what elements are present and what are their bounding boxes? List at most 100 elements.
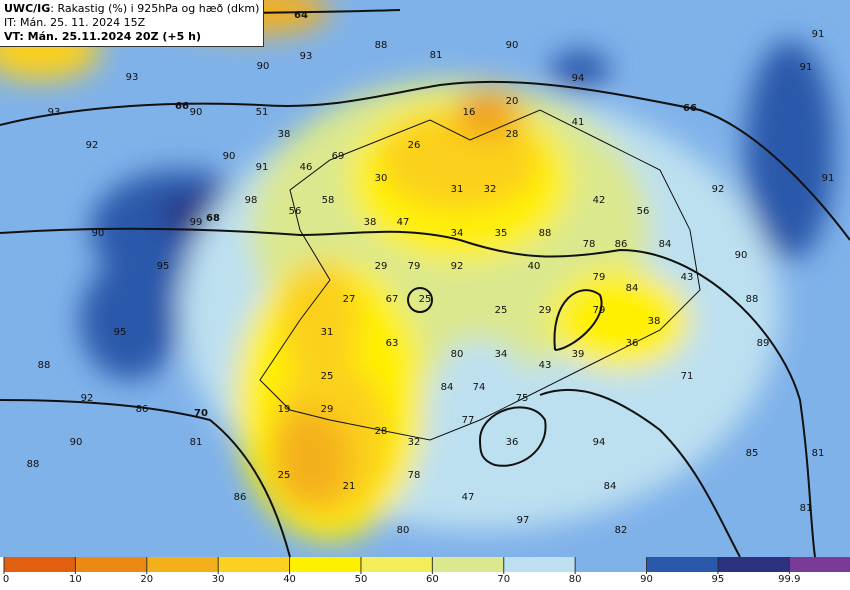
humidity-label: 26 — [408, 140, 421, 151]
humidity-label: 95 — [157, 261, 170, 272]
humidity-label: 81 — [800, 503, 813, 514]
humidity-label: 88 — [375, 40, 388, 51]
humidity-label: 91 — [256, 162, 269, 173]
humidity-label: 79 — [593, 305, 606, 316]
humidity-label: 90 — [92, 228, 105, 239]
contour-label: 64 — [294, 10, 308, 21]
humidity-label: 81 — [430, 50, 443, 61]
humidity-label: 30 — [375, 173, 388, 184]
humidity-label: 78 — [583, 239, 596, 250]
humidity-label: 84 — [626, 283, 639, 294]
humidity-label: 88 — [746, 294, 759, 305]
humidity-label: 41 — [572, 117, 585, 128]
colorbar-tick-label: 90 — [640, 574, 653, 585]
humidity-label: 36 — [506, 437, 519, 448]
humidity-label: 93 — [48, 107, 61, 118]
humidity-label: 28 — [375, 426, 388, 437]
humidity-label: 92 — [712, 184, 725, 195]
humidity-label: 51 — [256, 107, 269, 118]
humidity-label: 32 — [484, 184, 497, 195]
colorbar-tick-label: 50 — [355, 574, 368, 585]
colorbar-segment — [432, 557, 504, 572]
humidity-label: 35 — [495, 228, 508, 239]
humidity-label: 19 — [278, 404, 291, 415]
humidity-label: 38 — [278, 129, 291, 140]
humidity-label: 28 — [506, 129, 519, 140]
humidity-label: 27 — [343, 294, 356, 305]
humidity-label: 43 — [681, 272, 694, 283]
colorbar-segment — [75, 557, 147, 572]
humidity-label: 25 — [495, 305, 508, 316]
coastline — [259, 109, 701, 441]
humidity-label: 97 — [517, 515, 530, 526]
humidity-label: 94 — [593, 437, 606, 448]
model: UWC/IG — [4, 2, 51, 15]
colorbar-segment — [503, 557, 576, 572]
colorbar-segment — [575, 557, 647, 572]
humidity-label: 91 — [812, 29, 825, 40]
humidity-label: 69 — [332, 151, 345, 162]
colorbar-tick-label: 0 — [3, 574, 9, 585]
colorbar-segment — [289, 557, 361, 572]
header: UWC/IG: Rakastig (%) i 925hPa og hæð (dk… — [0, 0, 265, 47]
humidity-label: 40 — [528, 261, 541, 272]
humidity-label: 39 — [572, 349, 585, 360]
humidity-label: 98 — [245, 195, 258, 206]
humidity-label: 25 — [278, 470, 291, 481]
humidity-label: 42 — [593, 195, 606, 206]
humidity-label: 71 — [681, 371, 694, 382]
humidity-label: 88 — [38, 360, 51, 371]
labels: 64 66 66 68 70 88 81 90 91 90 93 94 91 93 90 51 20 16 41 93… — [27, 10, 835, 536]
humidity-label: 29 — [539, 305, 552, 316]
humidity-label: 89 — [757, 338, 770, 349]
colorbar-segment — [4, 557, 76, 572]
contour-label: 66 — [683, 103, 697, 114]
humidity-label: 86 — [136, 404, 149, 415]
valid-time: VT: Mán. 25.11.2024 20Z (+5 h) — [4, 30, 201, 43]
humidity-label: 81 — [190, 437, 203, 448]
humidity-label: 90 — [257, 61, 270, 72]
humidity-label: 91 — [800, 62, 813, 73]
humidity-label: 88 — [539, 228, 552, 239]
humidity-label: 88 — [27, 459, 40, 470]
humidity-label: 92 — [451, 261, 464, 272]
humidity-label: 90 — [735, 250, 748, 261]
humidity-label: 46 — [300, 162, 313, 173]
humidity-label: 90 — [190, 107, 203, 118]
humidity-label: 58 — [322, 195, 335, 206]
contours — [0, 9, 850, 558]
humidity-label: 93 — [300, 51, 313, 62]
humidity-label: 90 — [223, 151, 236, 162]
humidity-label: 79 — [593, 272, 606, 283]
humidity-label: 47 — [462, 492, 475, 503]
humidity-label: 81 — [812, 448, 825, 459]
humidity-label: 43 — [539, 360, 552, 371]
issue-time: IT: Mán. 25. 11. 2024 15Z — [4, 16, 146, 29]
colorbar-segment — [789, 557, 850, 572]
field: : Rakastig (%) i 925hPa og hæð (dkm) — [50, 2, 260, 15]
humidity-label: 91 — [822, 173, 835, 184]
humidity-label: 38 — [648, 316, 661, 327]
humidity-label: 56 — [289, 206, 302, 217]
humidity-label: 56 — [637, 206, 650, 217]
colorbar: 0 10 20 30 40 50 60 70 80 90 95 99.9 — [0, 557, 850, 586]
colorbar-segment — [360, 557, 433, 572]
humidity-label: 99 — [190, 217, 203, 228]
humidity-label: 31 — [451, 184, 464, 195]
humidity-label: 80 — [397, 525, 410, 536]
humidity-label: 94 — [572, 73, 585, 84]
humidity-label: 29 — [321, 404, 334, 415]
humidity-label: 25 — [321, 371, 334, 382]
colorbar-segment — [717, 557, 790, 572]
humidity-label: 32 — [408, 437, 421, 448]
colorbar-tick-label: 20 — [140, 574, 153, 585]
humidity-label: 31 — [321, 327, 334, 338]
colorbar-tick-label: 60 — [426, 574, 439, 585]
contour-label: 70 — [194, 408, 208, 419]
humidity-label: 90 — [70, 437, 83, 448]
humidity-label: 86 — [234, 492, 247, 503]
contour-label: 68 — [206, 213, 220, 224]
humidity-label: 84 — [441, 382, 454, 393]
humidity-label: 93 — [126, 72, 139, 83]
